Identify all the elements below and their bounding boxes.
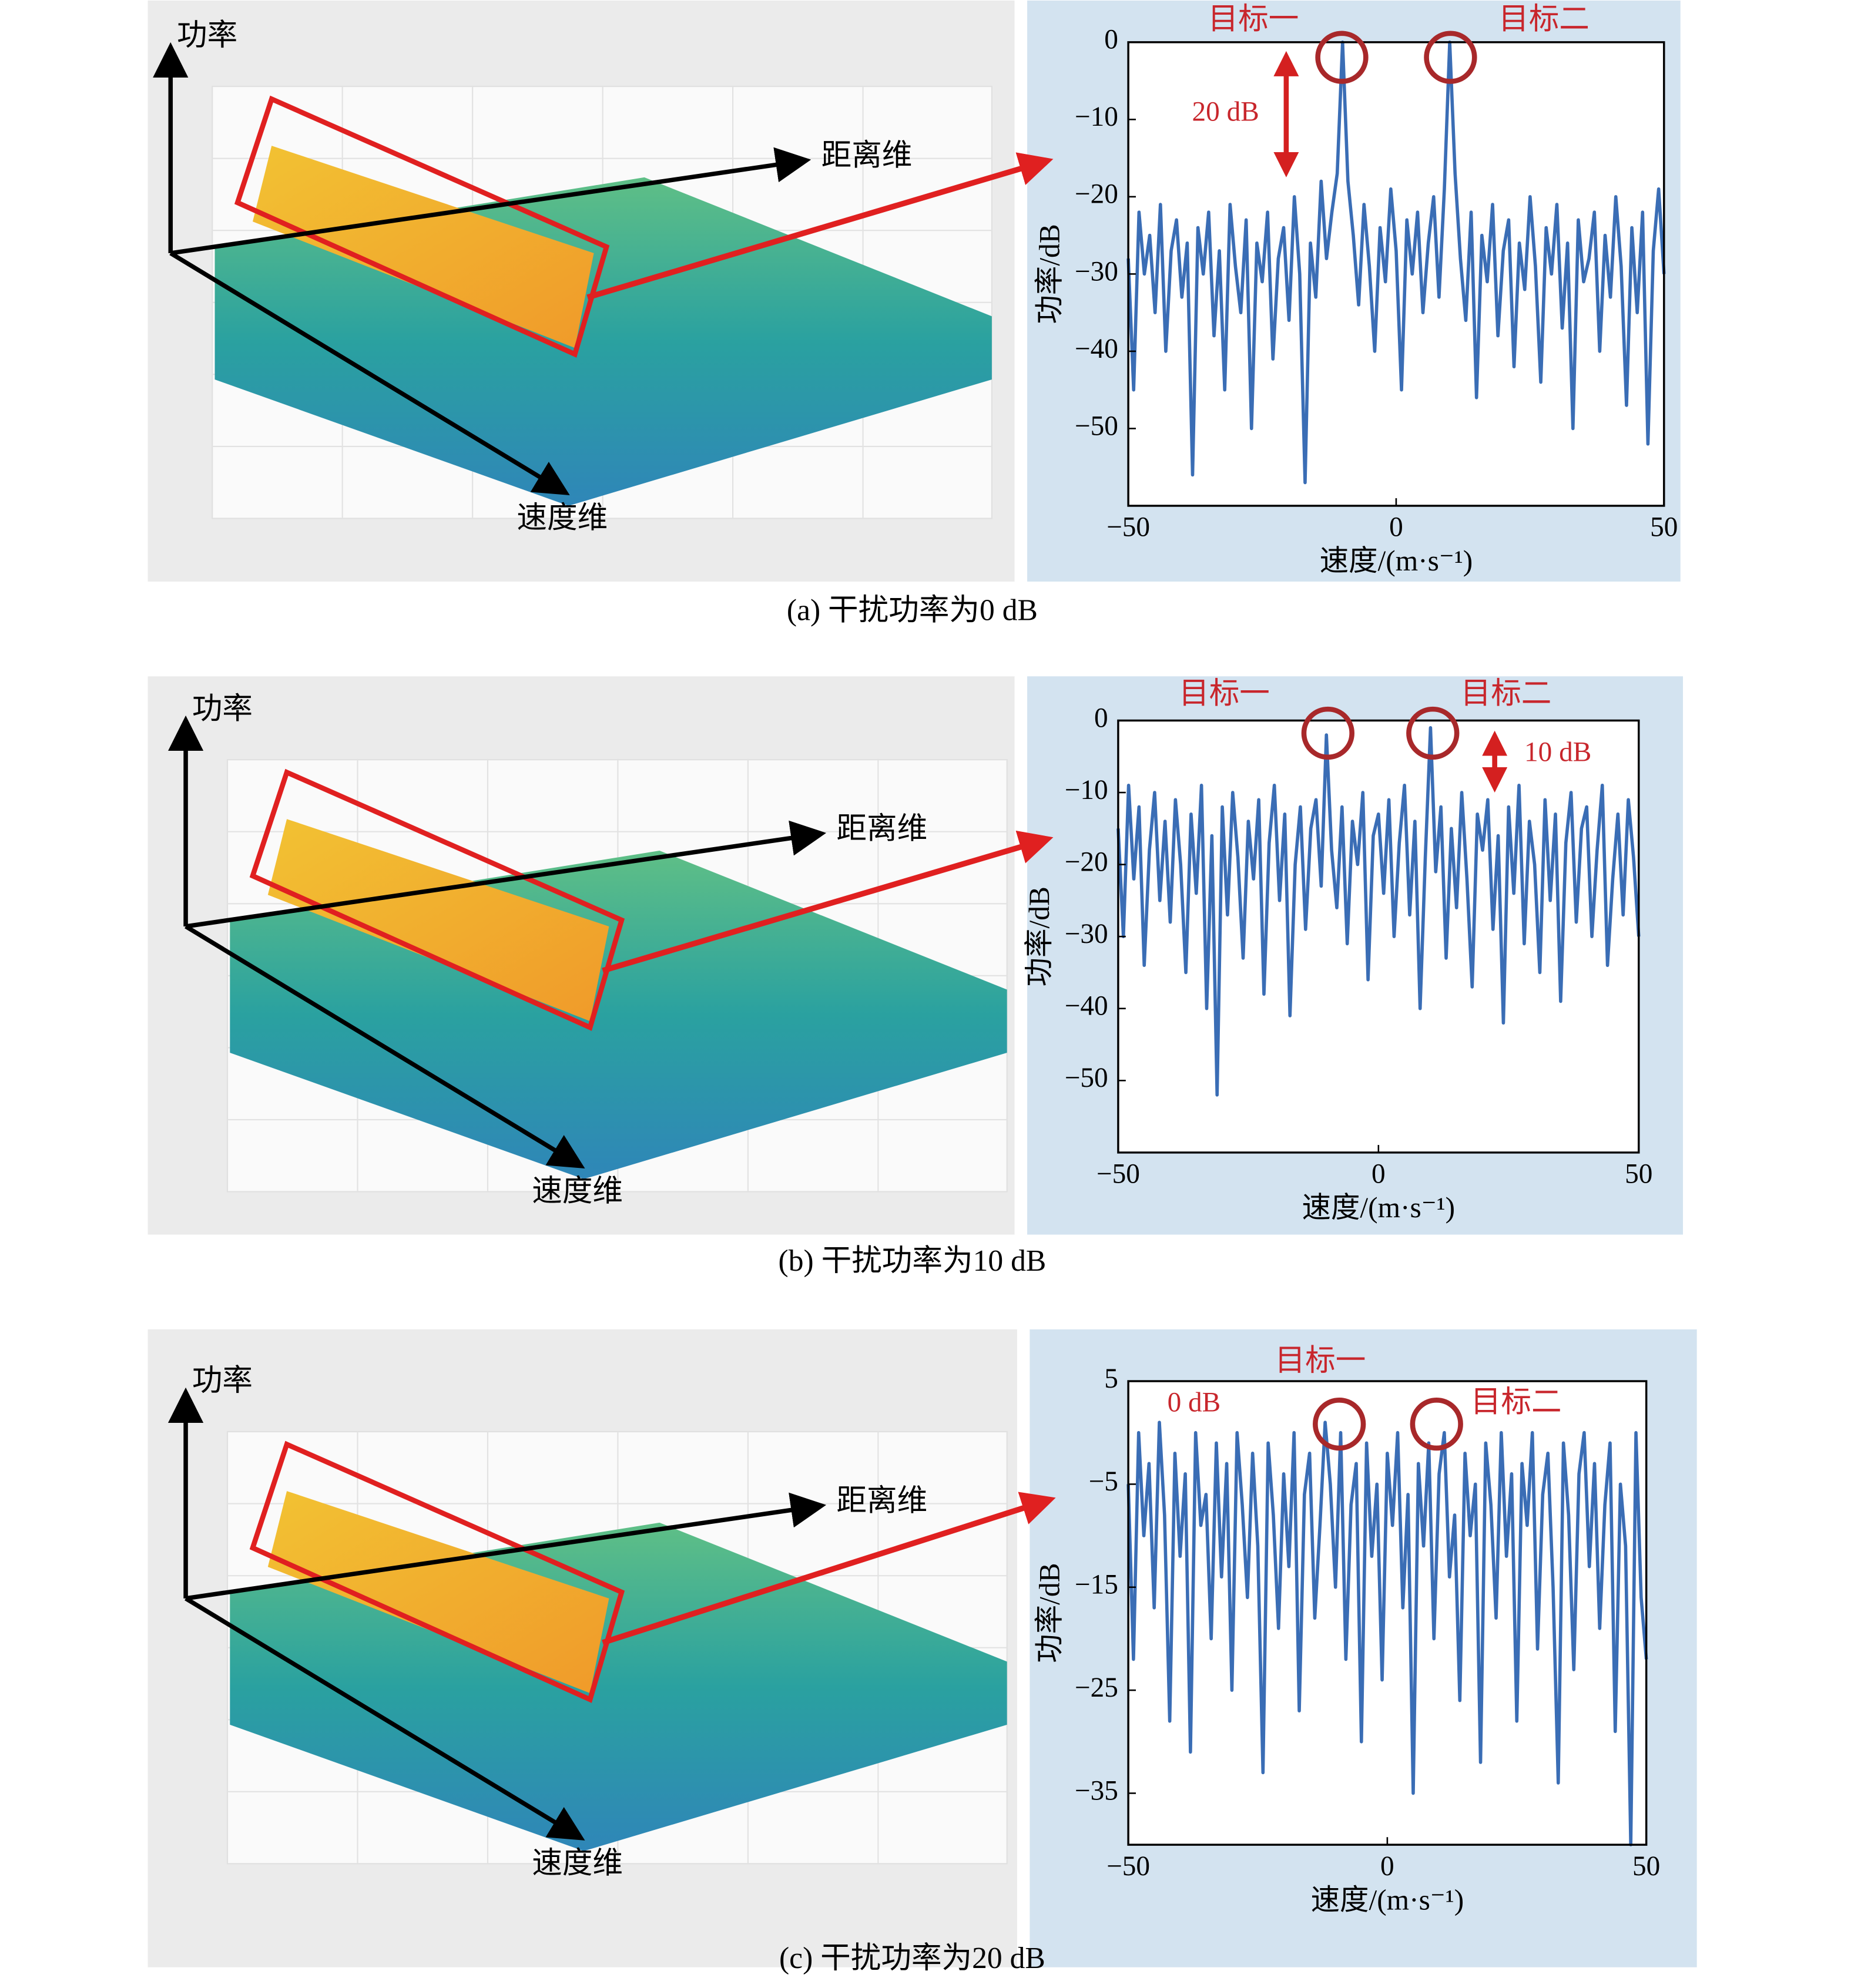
surface-ridge <box>267 819 609 1022</box>
axis-arrow <box>170 147 812 256</box>
annotation: 0 dB <box>1168 1388 1221 1418</box>
y-tick-label: −20 <box>1065 847 1108 877</box>
y-tick-label: −10 <box>1075 102 1118 132</box>
plot-area <box>1118 720 1639 1153</box>
y-axis-label: 功率/dB <box>1023 886 1055 986</box>
caption: (a) 干扰功率为0 dB <box>787 594 1038 627</box>
caption: (c) 干扰功率为20 dB <box>779 1942 1045 1975</box>
surface-label: 距离维 <box>836 1484 927 1517</box>
caption: (b) 干扰功率为10 dB <box>779 1244 1047 1278</box>
x-tick-label: 50 <box>1650 512 1678 543</box>
target-circle <box>1406 706 1460 760</box>
data-line <box>1126 41 1666 485</box>
x-tick-label: −50 <box>1106 512 1150 543</box>
y-tick-label: 0 <box>1094 703 1108 733</box>
y-axis-label: 功率/dB <box>1033 1563 1065 1663</box>
x-tick-label: 0 <box>1372 1159 1386 1190</box>
annotation: 20 dB <box>1192 96 1259 127</box>
axis-arrow <box>185 1596 585 1841</box>
target-circle <box>1301 706 1354 760</box>
y-tick-label: 5 <box>1104 1364 1118 1394</box>
surface-label: 功率 <box>192 1364 253 1398</box>
highlight-box <box>234 95 610 358</box>
surface-label: 速度维 <box>532 1175 623 1208</box>
zoom-arrow <box>586 152 1054 300</box>
axis-arrow <box>185 924 585 1169</box>
surface-label: 速度维 <box>517 502 608 535</box>
y-tick-label: −10 <box>1065 775 1108 805</box>
y-tick-label: −40 <box>1075 334 1118 364</box>
zoom-arrow <box>602 830 1054 973</box>
y-tick-label: −5 <box>1089 1466 1118 1497</box>
x-tick-label: 0 <box>1389 512 1403 543</box>
annotation: 目标二 <box>1471 1386 1562 1419</box>
x-axis-label: 速度/(m·s⁻¹) <box>1311 1883 1464 1916</box>
y-tick-label: −40 <box>1065 991 1108 1022</box>
annotation: 目标二 <box>1498 2 1590 36</box>
x-tick-label: 0 <box>1380 1851 1394 1882</box>
annotation: 目标二 <box>1461 677 1552 710</box>
x-tick-label: 50 <box>1625 1159 1652 1190</box>
target-circle <box>1313 1397 1366 1451</box>
x-axis-label: 速度/(m·s⁻¹) <box>1302 1191 1456 1224</box>
surface-label: 距离维 <box>821 139 913 173</box>
target-circle <box>1424 31 1477 84</box>
y-tick-label: 0 <box>1104 25 1118 55</box>
y-tick-label: −35 <box>1075 1775 1118 1806</box>
y-tick-label: −50 <box>1065 1063 1108 1093</box>
surface-ridge <box>267 1491 609 1694</box>
surface-label: 速度维 <box>532 1847 623 1880</box>
target-circle <box>1410 1397 1463 1451</box>
y-tick-label: −50 <box>1075 411 1118 441</box>
surface-label: 功率 <box>177 19 237 52</box>
axis-arrow <box>185 1492 827 1601</box>
surface-label: 功率 <box>192 692 253 726</box>
target-circle <box>1315 31 1369 84</box>
zoom-arrow <box>602 1492 1056 1646</box>
y-tick-label: −30 <box>1065 919 1108 949</box>
surface-ridge <box>253 146 594 348</box>
y-tick-label: −15 <box>1075 1570 1118 1600</box>
x-tick-label: −50 <box>1106 1851 1150 1882</box>
annotation: 10 dB <box>1524 737 1591 767</box>
plot-area <box>1128 1381 1647 1845</box>
y-tick-label: −25 <box>1075 1673 1118 1703</box>
highlight-box <box>249 1440 625 1703</box>
highlight-box <box>249 768 625 1031</box>
axis-arrow <box>185 820 827 929</box>
y-axis-label: 功率/dB <box>1033 224 1065 324</box>
x-axis-label: 速度/(m·s⁻¹) <box>1320 545 1473 577</box>
x-tick-label: −50 <box>1096 1159 1140 1190</box>
surface-label: 距离维 <box>836 812 927 846</box>
annotation: 目标一 <box>1275 1344 1366 1378</box>
y-tick-label: −20 <box>1075 179 1118 210</box>
annotation: 目标一 <box>1208 2 1299 36</box>
x-tick-label: 50 <box>1632 1851 1660 1882</box>
annotation: 目标一 <box>1179 677 1270 710</box>
data-line <box>1116 726 1641 1097</box>
axis-arrow <box>169 251 570 495</box>
data-line <box>1126 1421 1648 1846</box>
y-tick-label: −30 <box>1075 256 1118 287</box>
